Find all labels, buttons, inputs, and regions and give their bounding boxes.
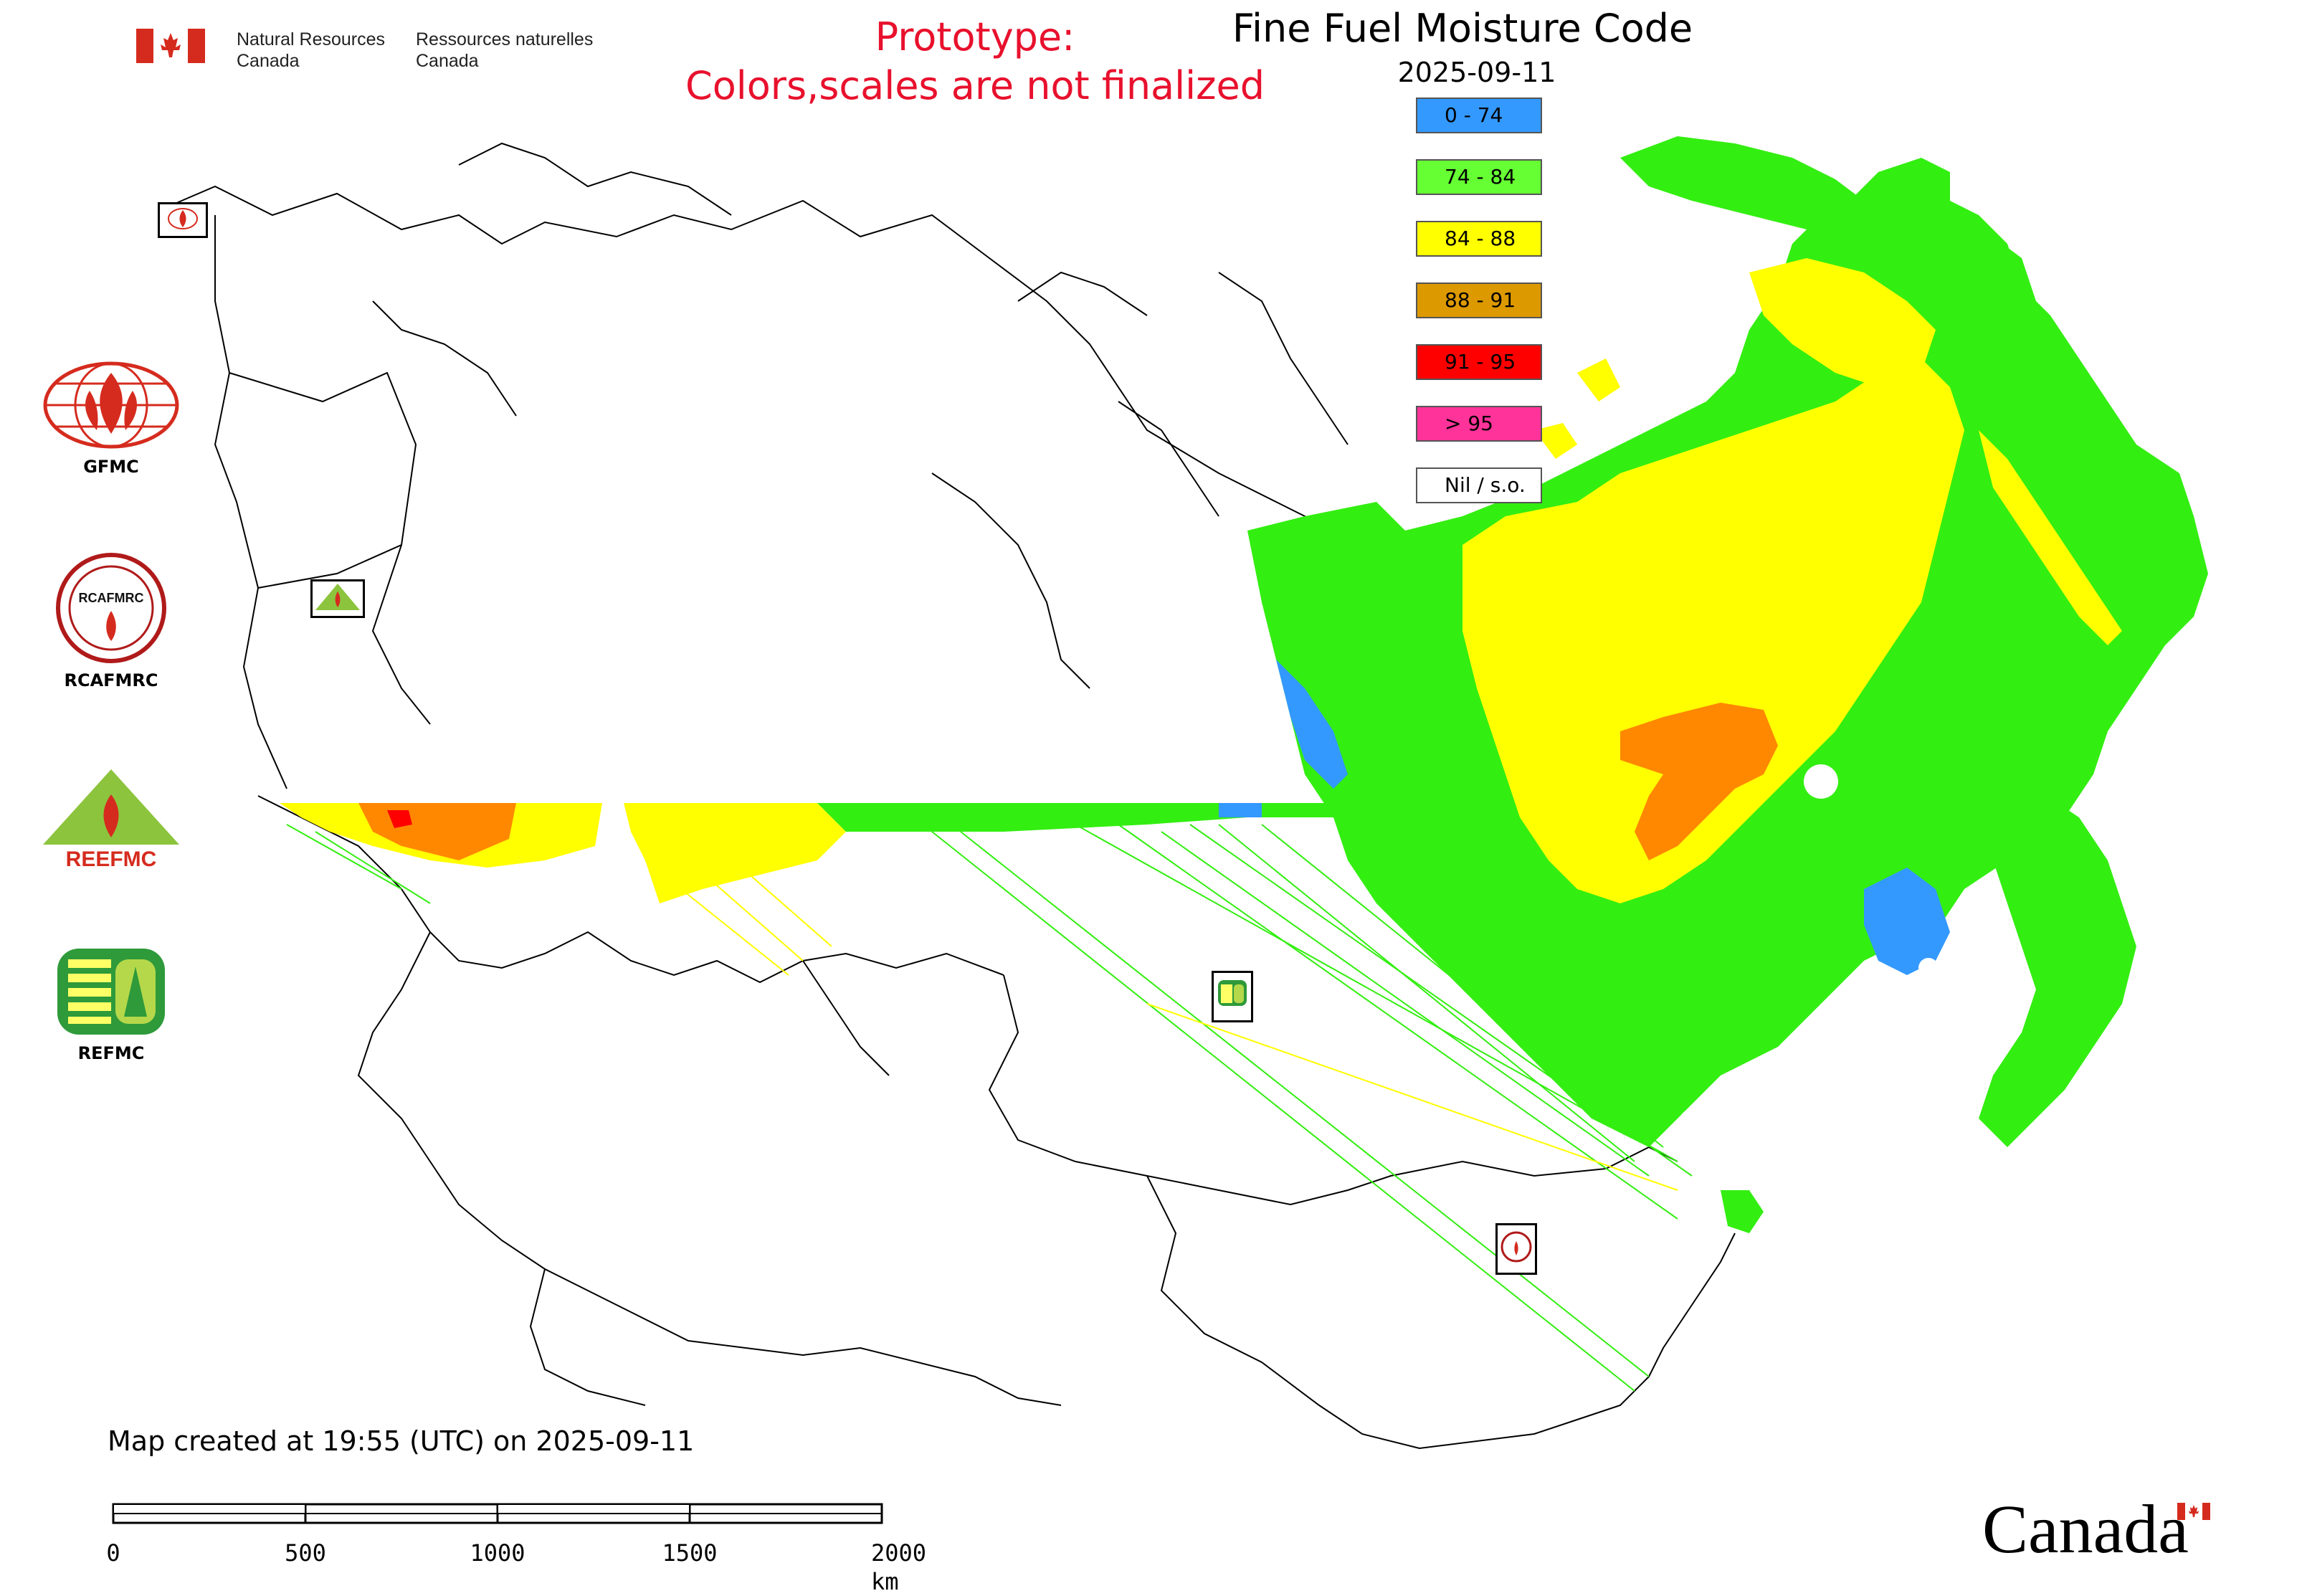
department-name-en: Natural Resources Canada <box>237 29 385 72</box>
legend-label: 91 - 95 <box>1445 350 1516 374</box>
missing-data-dots <box>1679 764 2089 1137</box>
department-fr-line1: Ressources naturelles <box>416 29 594 49</box>
reefmc-logo: REEFMC <box>29 766 194 873</box>
reefmc-logo-text: REEFMC <box>66 847 157 871</box>
map-title: Fine Fuel Moisture Code <box>1232 6 1693 51</box>
southern-data-band <box>280 803 1348 903</box>
map-date: 2025-09-11 <box>1397 57 1556 88</box>
streak-lines-yellow <box>645 845 1678 1191</box>
rcafmrc-seal-icon: RCAFMRC <box>56 553 166 663</box>
prototype-warning: Prototype: Colors,scales are not finaliz… <box>645 13 1305 110</box>
country-boundaries <box>164 142 1736 1450</box>
refmc-map-marker <box>1212 971 1253 1022</box>
gfmc-marker-icon <box>168 208 198 229</box>
prototype-line1: Prototype: <box>875 14 1075 60</box>
department-name-fr: Ressources naturelles Canada <box>416 29 593 72</box>
streak-lines <box>286 824 1693 1392</box>
department-en-line2: Canada <box>237 51 300 71</box>
scale-bar-graphic <box>112 1503 883 1524</box>
rcafmrc-label: RCAFMRC <box>64 670 158 690</box>
rcafmrc-marker-icon <box>1500 1231 1532 1263</box>
refmc-label: REFMC <box>77 1043 145 1063</box>
rcafmrc-seal-text: RCAFMRC <box>79 591 144 605</box>
canada-wordmark: Canada <box>1982 1490 2219 1569</box>
legend-item-0-74: 0 - 74 <box>1416 98 1542 133</box>
refmc-logo: REFMC <box>29 945 194 1064</box>
rcafmrc-map-marker <box>1495 1223 1537 1275</box>
legend-item-nil: Nil / s.o. <box>1416 467 1542 503</box>
scale-label-1500: 1500 <box>662 1539 718 1567</box>
reefmc-triangle-icon: REEFMC <box>36 769 186 871</box>
rcafmrc-logo: RCAFMRC RCAFMRC <box>29 551 194 691</box>
legend-item-74-84: 74 - 84 <box>1416 159 1542 195</box>
map-created-timestamp: Map created at 19:55 (UTC) on 2025-09-11 <box>108 1425 695 1457</box>
legend-label: 84 - 88 <box>1445 227 1516 250</box>
reefmc-marker-icon <box>315 584 360 610</box>
legend-label: 88 - 91 <box>1445 288 1516 312</box>
department-fr-line2: Canada <box>416 51 479 71</box>
canada-wordmark-text: Canada <box>1982 1491 2189 1567</box>
fire-weather-field <box>1247 136 2208 1233</box>
prototype-line2: Colors,scales are not finalized <box>685 63 1265 108</box>
legend-item-84-88: 84 - 88 <box>1416 221 1542 257</box>
legend-label: 74 - 84 <box>1445 165 1516 189</box>
gfmc-map-marker <box>158 202 208 238</box>
gfmc-label: GFMC <box>83 457 139 477</box>
scale-label-0: 0 <box>106 1539 120 1567</box>
legend-item-88-91: 88 - 91 <box>1416 282 1542 318</box>
legend-label: > 95 <box>1445 412 1493 435</box>
reefmc-map-marker <box>310 579 365 618</box>
legend-label: Nil / s.o. <box>1445 473 1526 497</box>
legend-label: 0 - 74 <box>1445 103 1503 127</box>
department-en-line1: Natural Resources <box>237 29 386 49</box>
canada-flag-icon <box>136 29 205 63</box>
gfmc-logo: GFMC <box>29 358 194 478</box>
gfmc-globe-icon <box>43 361 179 449</box>
nrcan-signature: Natural Resources Canada Ressources natu… <box>136 29 638 79</box>
scale-label-2000: 2000 km <box>871 1539 927 1595</box>
scale-label-500: 500 <box>285 1539 326 1567</box>
refmc-emblem-icon <box>57 949 165 1035</box>
scale-label-1000: 1000 <box>470 1539 525 1567</box>
legend-item-gt-95: > 95 <box>1416 406 1542 442</box>
refmc-marker-icon <box>1218 980 1247 1006</box>
canada-wordmark-flag-icon <box>2177 1503 2210 1520</box>
legend-item-91-95: 91 - 95 <box>1416 344 1542 380</box>
scale-bar: 0 500 1000 1500 2000 km <box>106 1503 968 1595</box>
